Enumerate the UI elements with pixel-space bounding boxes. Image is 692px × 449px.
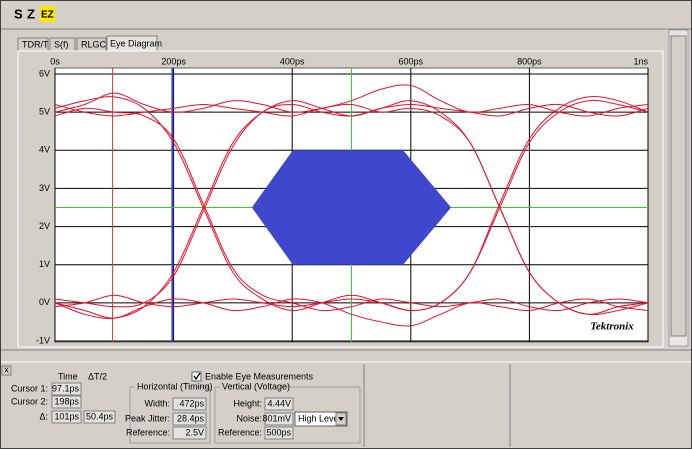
x-tick-label: 600ps bbox=[399, 56, 424, 66]
y-tick-label: 1V bbox=[39, 259, 50, 269]
value-box bbox=[264, 426, 294, 440]
group-title-bg bbox=[135, 382, 197, 392]
eye-mask bbox=[251, 150, 452, 265]
toolbar-button[interactable]: S bbox=[14, 6, 23, 21]
checkbox-label[interactable]: Enable Eye Measurements bbox=[205, 371, 314, 381]
cursor-value: 198ps bbox=[54, 396, 79, 406]
eye-trace bbox=[55, 96, 648, 311]
dropdown-value[interactable]: High Level bbox=[298, 413, 341, 423]
eye-trace bbox=[55, 103, 648, 308]
field-value: 2.5V bbox=[185, 427, 204, 437]
y-tick-label: 4V bbox=[39, 145, 50, 155]
field-label: Reference: bbox=[218, 427, 262, 437]
field-value: 472ps bbox=[179, 398, 204, 408]
group-title: Horizontal (Timing) bbox=[137, 381, 213, 391]
watermark: Tektronix bbox=[590, 321, 634, 333]
toolbar-button[interactable]: EZ bbox=[41, 10, 54, 21]
value-box bbox=[83, 410, 116, 424]
delta-half-value: 50.4ps bbox=[86, 411, 114, 421]
y-tick-label: 2V bbox=[39, 221, 50, 231]
close-label[interactable]: x bbox=[4, 364, 9, 374]
field-value: 500ps bbox=[266, 427, 291, 437]
y-tick-label: 3V bbox=[39, 183, 50, 193]
cursor-value: 97.1ps bbox=[52, 383, 80, 393]
tab-label[interactable]: TDR/T bbox=[22, 39, 49, 49]
field-label: Peak Jitter: bbox=[125, 413, 170, 423]
field-value: 28.4ps bbox=[177, 413, 205, 423]
toolbar-button-bg bbox=[40, 6, 55, 22]
y-tick-label: 0V bbox=[39, 297, 50, 307]
field-label: Height: bbox=[233, 398, 262, 408]
eye-trace bbox=[55, 107, 648, 312]
eye-trace bbox=[55, 84, 648, 117]
x-tick-label: 0s bbox=[50, 56, 60, 66]
dropdown-arrow bbox=[338, 417, 344, 421]
checkmark bbox=[193, 372, 201, 381]
value-box bbox=[172, 426, 207, 440]
delta-label: Δ: bbox=[39, 411, 48, 421]
x-tick-label: 800ps bbox=[517, 56, 542, 66]
toolbar-button[interactable]: Z bbox=[27, 6, 35, 21]
cursor-label: Cursor 1: bbox=[11, 383, 48, 393]
delta-value: 101ps bbox=[54, 411, 79, 421]
eye-trace bbox=[55, 298, 648, 327]
y-tick-label: 6V bbox=[39, 68, 50, 78]
field-label: Noise: bbox=[236, 413, 262, 423]
tab-label[interactable]: S(f) bbox=[54, 39, 69, 49]
x-tick-label: 200ps bbox=[161, 56, 186, 66]
y-tick-label: -1V bbox=[36, 335, 50, 345]
value-box bbox=[51, 410, 82, 424]
value-box bbox=[51, 382, 82, 396]
plot-layer bbox=[55, 68, 648, 342]
checkbox[interactable] bbox=[191, 371, 202, 382]
y-tick-label: 5V bbox=[39, 107, 50, 117]
x-tick-label: 400ps bbox=[280, 56, 305, 66]
value-box bbox=[172, 397, 207, 411]
cursor-label: Cursor 2: bbox=[11, 396, 48, 406]
tab-label[interactable]: Eye Diagram bbox=[110, 38, 162, 48]
field-value: 801mV bbox=[262, 413, 291, 423]
eye-trace bbox=[55, 103, 648, 315]
close-button[interactable] bbox=[1, 365, 12, 376]
field-value: 4.44V bbox=[267, 398, 291, 408]
group-title: Vertical (Voltage) bbox=[222, 381, 290, 391]
value-box bbox=[264, 397, 294, 411]
field-label: Reference: bbox=[126, 427, 170, 437]
value-box bbox=[264, 412, 294, 426]
field-label: Width: bbox=[144, 398, 170, 408]
value-box bbox=[51, 395, 82, 409]
dropdown[interactable] bbox=[294, 411, 348, 427]
tab-label[interactable]: RLGC bbox=[81, 39, 107, 49]
column-header: ΔT/2 bbox=[88, 371, 107, 381]
group-box bbox=[214, 386, 361, 444]
scroll-thumb[interactable] bbox=[670, 35, 687, 337]
value-box bbox=[172, 412, 207, 426]
eye-trace bbox=[55, 96, 648, 311]
group-title-bg bbox=[220, 382, 280, 392]
column-header: Time bbox=[58, 371, 78, 381]
x-tick-label: 1ns bbox=[633, 56, 648, 66]
